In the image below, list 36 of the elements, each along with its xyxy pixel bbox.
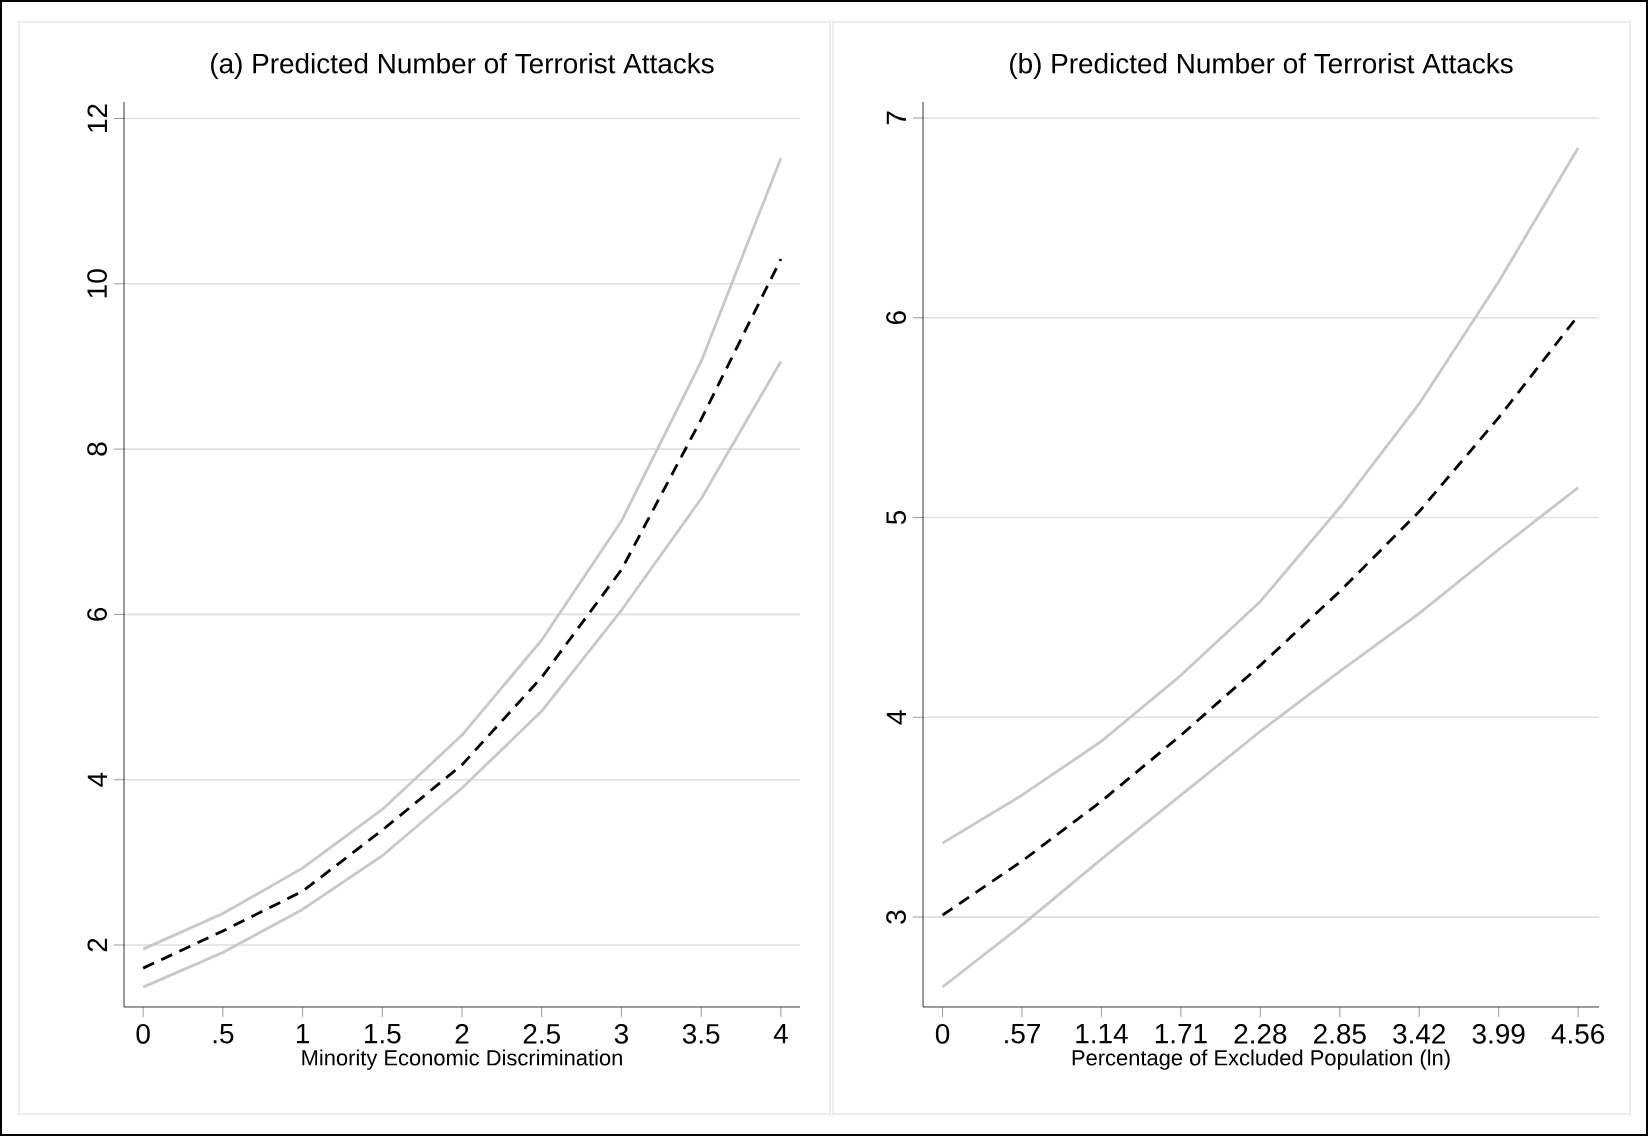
x-tick-label: 1.71 [1155, 1024, 1207, 1044]
x-tick-label: 2.85 [1314, 1024, 1366, 1044]
x-tick-label: 4.56 [1551, 1024, 1605, 1044]
x-tick-label: 1.5 [365, 1024, 401, 1044]
y-tick-label: 4 [886, 710, 906, 725]
x-tick-label: 2.28 [1234, 1024, 1287, 1044]
y-tick-label: 8 [87, 442, 107, 456]
x-axis-title: Minority Economic Discrimination [302, 1049, 622, 1070]
y-tick-label: 12 [87, 104, 107, 132]
line-series [141, 360, 783, 989]
y-tick-label: 3 [886, 910, 906, 924]
x-tick-label: .57 [1005, 1024, 1040, 1044]
y-tick-label: 10 [87, 269, 107, 298]
chart-title: (b) Predicted Number of Terrorist Attacks [1010, 52, 1513, 79]
x-tick-label: 2 [455, 1024, 469, 1044]
x-tick-label: .5 [213, 1024, 234, 1044]
y-tick-label: 5 [886, 510, 906, 525]
line-series [941, 486, 1580, 989]
x-tick-label: 3.42 [1393, 1024, 1445, 1044]
x-axis-title: Percentage of Excluded Population (ln) [1072, 1049, 1450, 1070]
x-tick-label: 3.5 [682, 1024, 720, 1044]
x-tick-label: 4 [773, 1024, 788, 1044]
y-tick-label: 7 [886, 111, 906, 125]
y-tick-label: 6 [886, 311, 906, 325]
x-tick-label: 0 [136, 1024, 150, 1044]
x-tick-label: 2.5 [523, 1024, 560, 1044]
x-tick-label: 0 [935, 1024, 950, 1044]
y-tick-label: 2 [87, 938, 107, 952]
x-tick-label: 1 [296, 1024, 309, 1044]
y-tick-label: 6 [87, 607, 107, 621]
x-tick-label: 1.14 [1076, 1024, 1128, 1044]
y-tick-label: 4 [87, 772, 107, 787]
x-tick-label: 3 [614, 1024, 628, 1044]
line-series [941, 146, 1580, 845]
x-tick-label: 3.99 [1472, 1024, 1525, 1044]
chart-title: (a) Predicted Number of Terrorist Attacks [211, 52, 714, 79]
